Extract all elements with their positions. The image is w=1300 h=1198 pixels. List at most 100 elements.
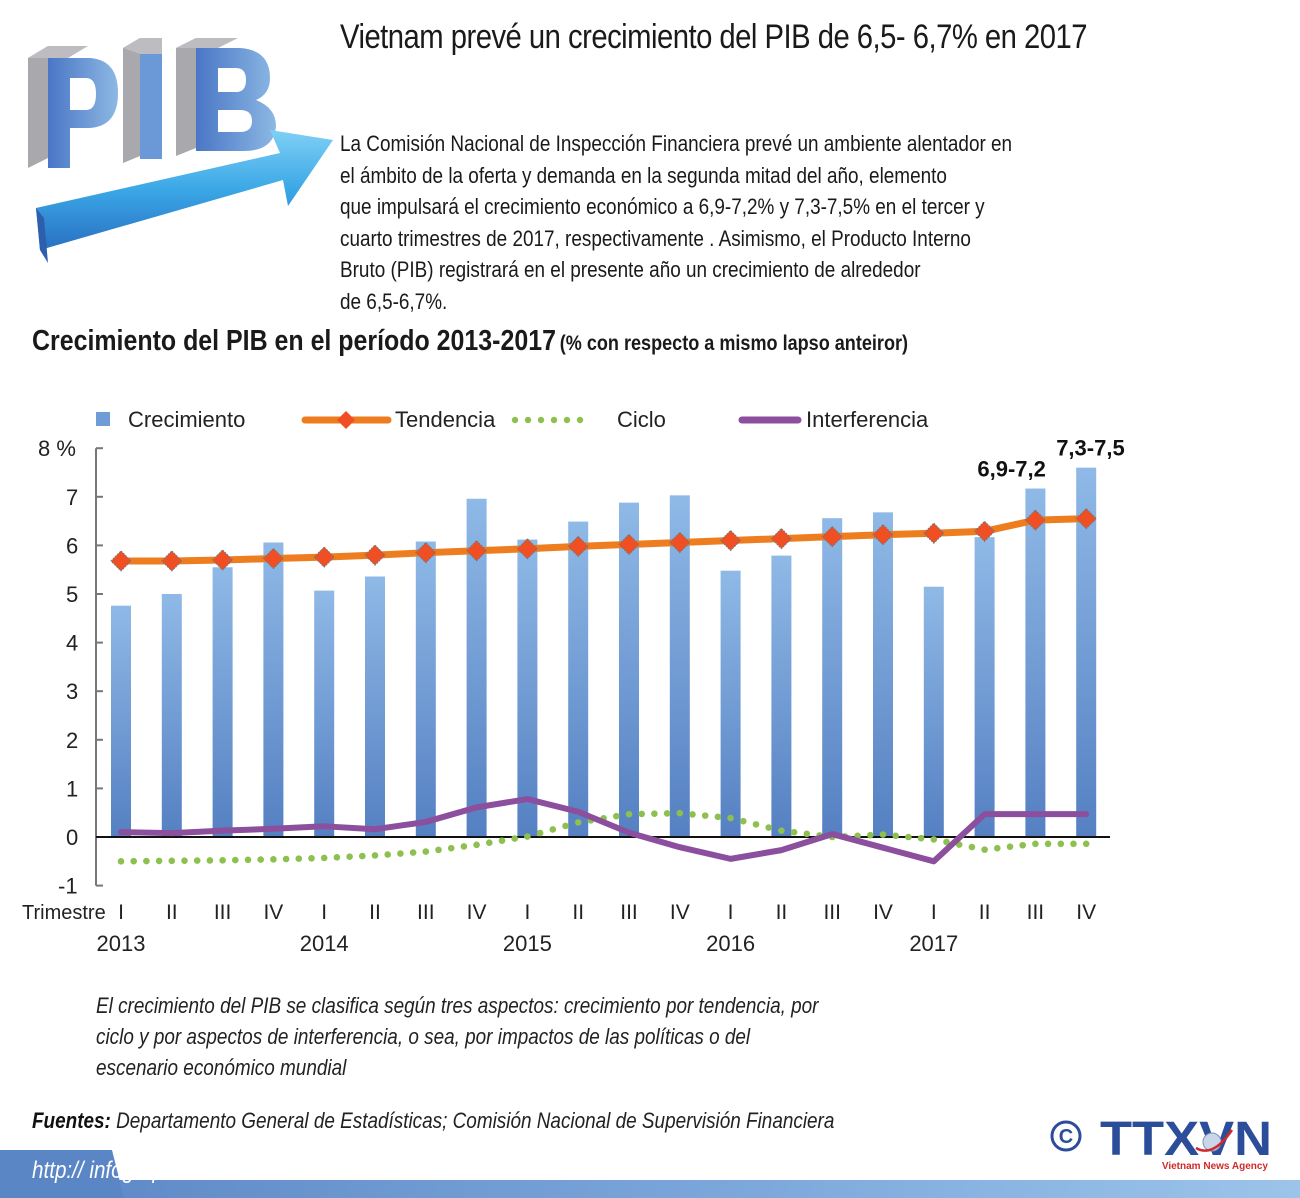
cycle-dot bbox=[613, 812, 620, 820]
y-tick-label: 6 bbox=[66, 533, 78, 558]
sources-text: Departamento General de Estadísticas; Co… bbox=[110, 1108, 835, 1133]
cycle-dot bbox=[447, 844, 455, 852]
bar-crecimiento bbox=[466, 498, 487, 837]
cycle-dot bbox=[803, 830, 811, 838]
cycle-dot bbox=[460, 843, 468, 850]
bar-crecimiento bbox=[365, 576, 385, 837]
cycle-dot bbox=[994, 844, 1001, 852]
cycle-dot bbox=[917, 834, 925, 842]
gdp-chart: Crecimiento Tendencia Ciclo Interferencia -1… bbox=[22, 407, 1125, 956]
cycle-dot bbox=[1070, 840, 1077, 848]
quarter-label: III bbox=[1027, 901, 1045, 924]
bar-crecimiento bbox=[1076, 467, 1097, 837]
quarter-label: I bbox=[931, 901, 937, 924]
note-line: El crecimiento del PIB se clasifica segú… bbox=[96, 993, 819, 1018]
trend-marker bbox=[110, 550, 132, 572]
quarter-label: I bbox=[524, 901, 530, 924]
year-label: 2017 bbox=[909, 931, 958, 956]
legend-diamond-icon bbox=[337, 411, 355, 429]
cycle-dot bbox=[562, 822, 569, 830]
cycle-dot bbox=[701, 812, 709, 819]
quarter-label: III bbox=[823, 901, 841, 924]
bar-crecimiento bbox=[517, 539, 538, 837]
ttxvn-brand: C TTXVN Vietnam News Agency bbox=[1050, 1113, 1272, 1172]
legend-dot bbox=[550, 416, 558, 424]
cycle-dot bbox=[752, 821, 760, 828]
trend-marker bbox=[313, 546, 335, 568]
bar-crecimiento bbox=[314, 590, 335, 837]
trend-marker bbox=[770, 527, 793, 550]
y-tick-label: 3 bbox=[66, 679, 78, 704]
chart-note: El crecimiento del PIB se clasifica segú… bbox=[96, 990, 999, 1083]
legend-dot bbox=[537, 416, 545, 424]
x-axis-title: Trimestre bbox=[22, 902, 106, 924]
cycle-dot bbox=[473, 841, 480, 849]
note-line: escenario económico mundial bbox=[96, 1055, 347, 1080]
quarter-label: II bbox=[369, 901, 381, 924]
intro-paragraph: La Comisión Nacional de Inspección Finan… bbox=[340, 128, 1200, 317]
trend-marker bbox=[719, 529, 742, 552]
legend-bar-swatch bbox=[96, 412, 110, 426]
y-tick-label: 2 bbox=[66, 728, 78, 753]
trend-marker bbox=[516, 538, 539, 560]
svg-text:C: C bbox=[1059, 1126, 1073, 1148]
cycle-dot bbox=[1019, 841, 1026, 849]
quarter-label: IV bbox=[467, 901, 487, 924]
bar-crecimiento bbox=[619, 502, 639, 837]
cycle-dot bbox=[435, 846, 442, 854]
year-label: 2014 bbox=[300, 931, 349, 956]
quarter-label: II bbox=[979, 901, 991, 924]
chart-title-main: Crecimiento del PIB en el período 2013-2… bbox=[32, 325, 556, 357]
cycle-dot bbox=[778, 827, 785, 834]
y-tick-label: 8 % bbox=[38, 436, 76, 461]
bar-crecimiento bbox=[873, 512, 893, 837]
cycle-dot bbox=[714, 813, 722, 821]
cycle-dot bbox=[905, 833, 912, 841]
cycle-dot bbox=[219, 857, 226, 864]
page-title: Vietnam prevé un crecimiento del PIB de … bbox=[340, 18, 1088, 56]
intro-line: el ámbito de la oferta y demanda en la s… bbox=[340, 162, 947, 188]
cycle-dot bbox=[130, 857, 137, 865]
footer-url-link[interactable]: http:// infographics.vn bbox=[32, 1157, 229, 1184]
footer-tab bbox=[0, 1150, 124, 1198]
trend-marker bbox=[262, 547, 285, 570]
quarter-label: II bbox=[166, 901, 178, 924]
cycle-dot bbox=[371, 852, 379, 859]
legend-dot bbox=[511, 416, 519, 424]
bar-crecimiento bbox=[111, 605, 131, 837]
trend-marker bbox=[1024, 509, 1047, 531]
intro-line: de 6,5-6,7%. bbox=[340, 288, 448, 314]
bar-crecimiento bbox=[161, 594, 182, 837]
quarter-label: II bbox=[776, 901, 788, 924]
cycle-dot bbox=[1044, 840, 1052, 848]
trend-marker bbox=[465, 540, 488, 562]
cycle-dot bbox=[574, 819, 582, 826]
cycle-dot bbox=[867, 831, 874, 839]
quarter-label: I bbox=[321, 901, 327, 924]
intro-line: La Comisión Nacional de Inspección Finan… bbox=[340, 131, 1013, 156]
cycle-dot bbox=[968, 843, 976, 851]
cycle-dot bbox=[943, 838, 950, 846]
cycle-dot bbox=[765, 824, 772, 831]
cycle-dot bbox=[282, 855, 290, 863]
cycle-dot bbox=[638, 810, 645, 818]
quarter-label: IV bbox=[263, 901, 283, 924]
bar-crecimiento bbox=[923, 586, 944, 837]
quarter-label: IV bbox=[1076, 901, 1096, 924]
cycle-dot bbox=[409, 849, 417, 856]
y-tick-label: 0 bbox=[66, 825, 78, 850]
cycle-dot bbox=[155, 857, 163, 865]
y-tick-label: 5 bbox=[66, 582, 78, 607]
bar-annotation: 7,3-7,5 bbox=[1056, 436, 1125, 461]
legend-dot bbox=[524, 416, 532, 424]
legend-label: Tendencia bbox=[395, 407, 496, 432]
cycle-dot bbox=[879, 831, 887, 838]
sources-label: Fuentes: bbox=[32, 1108, 111, 1133]
bar-crecimiento bbox=[974, 537, 995, 837]
cycle-dot bbox=[981, 846, 988, 853]
brand-tagline: Vietnam News Agency bbox=[1162, 1161, 1269, 1172]
cycle-dot bbox=[206, 857, 214, 864]
quarter-label: IV bbox=[873, 901, 893, 924]
bar-crecimiento bbox=[263, 542, 284, 837]
trend-marker bbox=[364, 544, 386, 566]
